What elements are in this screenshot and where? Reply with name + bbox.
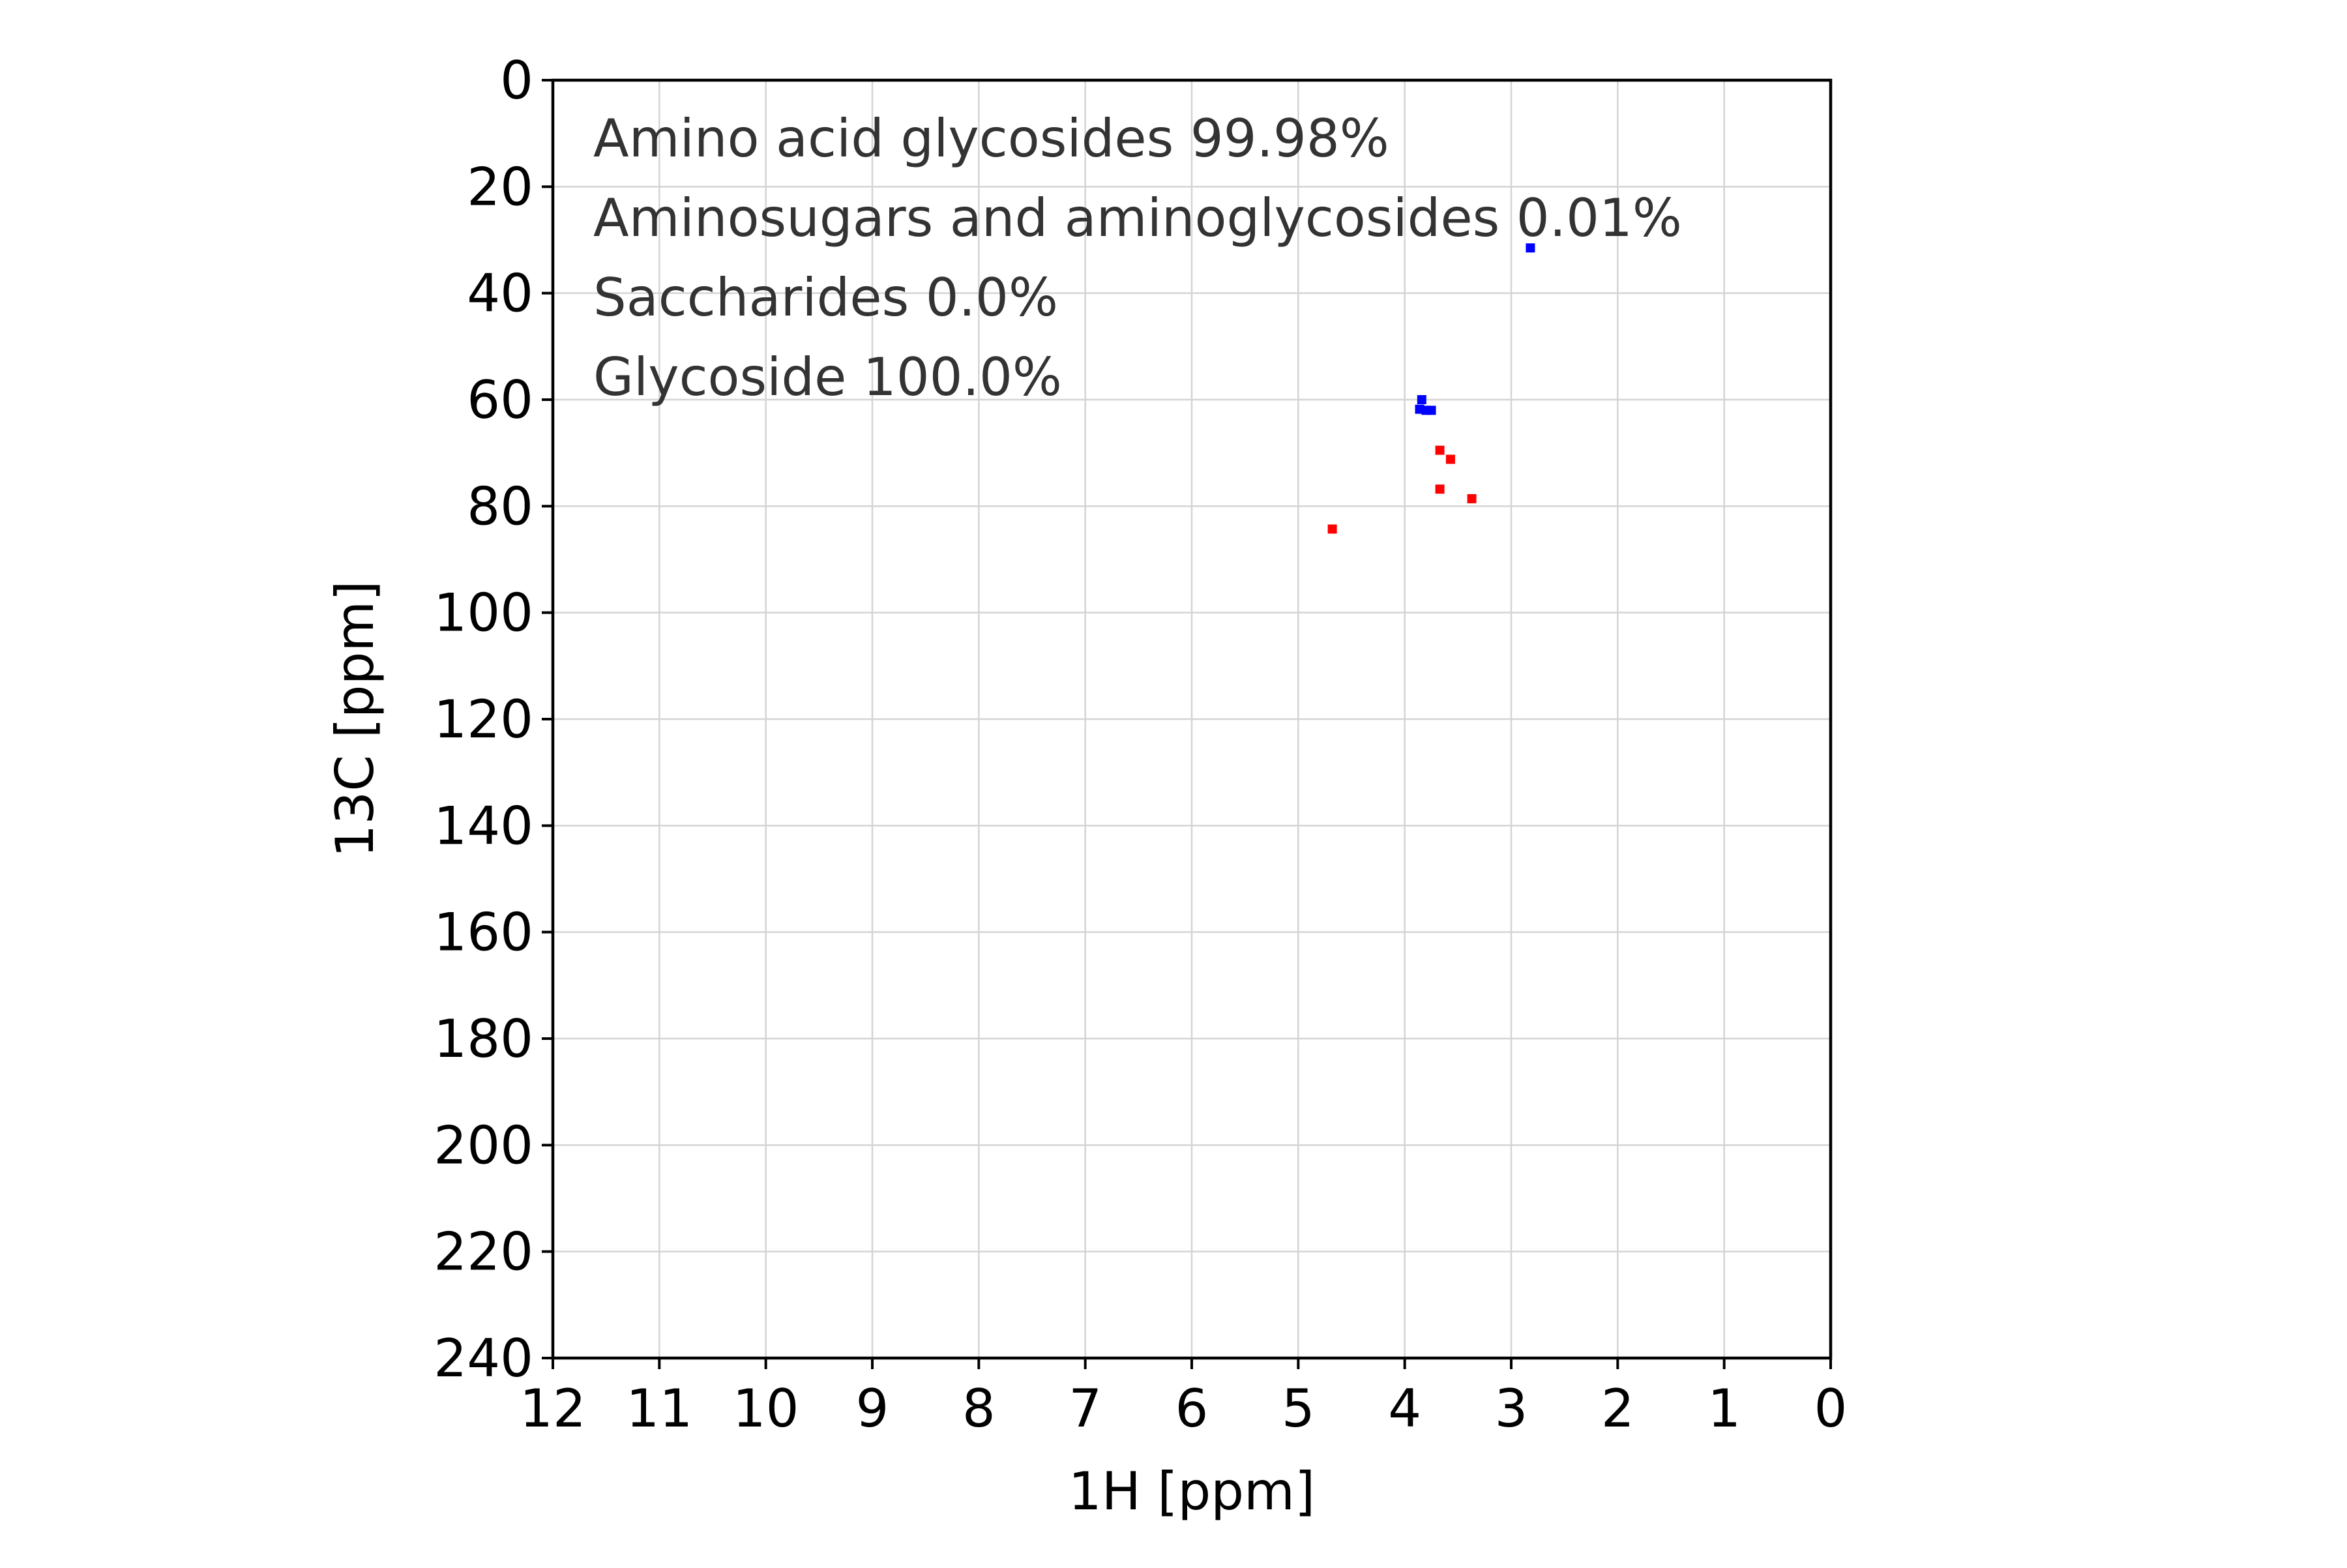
- x-tick-label: 9: [856, 1378, 889, 1439]
- x-axis-label: 1H [ppm]: [1069, 1461, 1315, 1522]
- x-tick-label: 7: [1069, 1378, 1102, 1439]
- data-point: [1435, 445, 1445, 455]
- y-tick-label: 140: [434, 795, 533, 856]
- y-axis-label: 13C [ppm]: [325, 581, 385, 858]
- y-tick-label: 40: [467, 263, 533, 324]
- x-tick-label: 1: [1707, 1378, 1741, 1439]
- y-tick-label: 80: [467, 476, 533, 537]
- y-tick-label: 60: [467, 370, 533, 430]
- annotation-line: Amino acid glycosides 99.98%: [593, 108, 1389, 169]
- y-tick-label: 160: [434, 902, 533, 963]
- x-tick-label: 8: [962, 1378, 996, 1439]
- data-point: [1445, 454, 1455, 464]
- data-point: [1327, 524, 1337, 534]
- x-tick-label: 3: [1495, 1378, 1528, 1439]
- axis-ticks: 12 11 10 9 8 7 6 5 4 3 2 1 0020406080100120140160180…: [434, 50, 1847, 1439]
- y-tick-label: 240: [434, 1328, 533, 1389]
- y-tick-label: 20: [467, 156, 533, 217]
- x-tick-label: 11: [626, 1378, 692, 1439]
- y-tick-label: 200: [434, 1115, 533, 1176]
- annotations: Amino acid glycosides 99.98% Aminosugars …: [593, 108, 1682, 407]
- data-point: [1426, 406, 1436, 415]
- x-tick-label: 5: [1282, 1378, 1315, 1439]
- annotation-line: Saccharides 0.0%: [593, 267, 1058, 328]
- y-tick-label: 180: [434, 1009, 533, 1069]
- data-point: [1417, 395, 1426, 404]
- annotation-line: Aminosugars and aminoglycosides 0.01%: [593, 188, 1682, 248]
- y-tick-label: 120: [434, 689, 533, 750]
- x-tick-label: 10: [733, 1378, 799, 1439]
- x-tick-label: 4: [1388, 1378, 1421, 1439]
- y-tick-label: 220: [434, 1222, 533, 1282]
- x-tick-label: 6: [1175, 1378, 1209, 1439]
- x-tick-label: 12: [520, 1378, 586, 1439]
- data-point: [1526, 243, 1535, 253]
- x-tick-label: 0: [1814, 1378, 1848, 1439]
- x-tick-label: 2: [1601, 1378, 1634, 1439]
- data-point: [1467, 494, 1477, 503]
- data-points: [1327, 243, 1535, 534]
- annotation-line: Glycoside 100.0%: [593, 347, 1062, 407]
- y-tick-label: 0: [500, 50, 533, 111]
- data-point: [1435, 484, 1445, 494]
- y-tick-label: 100: [434, 583, 533, 643]
